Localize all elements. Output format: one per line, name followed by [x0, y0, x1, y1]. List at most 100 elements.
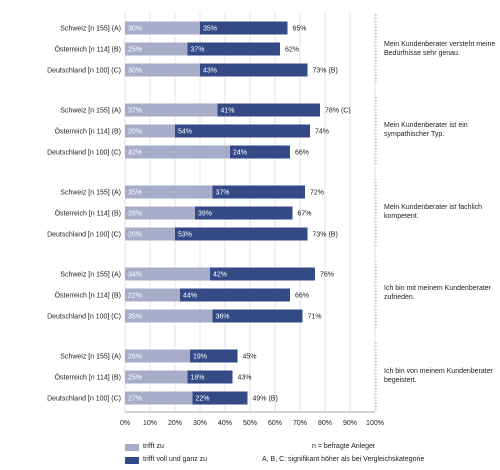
bar-value-trifft-voll: 37% — [191, 47, 205, 54]
bar-value-trifft-zu: 35% — [128, 190, 142, 197]
bar-segment-trifft-zu — [125, 21, 200, 35]
bar-segment-trifft-zu — [125, 103, 218, 117]
bar-value-trifft-zu: 22% — [128, 293, 142, 300]
bar-segment-trifft-zu — [125, 124, 175, 138]
bar-segment-trifft-voll — [200, 63, 308, 77]
x-tick-label: 40% — [218, 420, 232, 427]
bar-value-trifft-zu: 37% — [128, 108, 142, 115]
bar-total-label: 62% — [285, 47, 299, 54]
bar-value-trifft-voll: 36% — [216, 314, 230, 321]
x-tick-label: 60% — [268, 420, 282, 427]
bar-total-label: 74% — [315, 129, 329, 136]
bar-total-label: 45% — [243, 354, 257, 361]
row-label: Deutschland [n 100] (C) — [47, 150, 121, 157]
bar-segment-trifft-zu — [125, 227, 175, 241]
bar-segment-trifft-voll — [175, 227, 308, 241]
row-label: Schweiz [n 155] (A) — [60, 26, 121, 33]
bar-segment-trifft-voll — [187, 42, 280, 56]
bar-value-trifft-zu: 25% — [128, 47, 142, 54]
bar-value-trifft-voll: 37% — [216, 190, 230, 197]
bar-value-trifft-voll: 53% — [178, 232, 192, 239]
row-label: Deutschland [n 100] (C) — [47, 232, 121, 239]
bar-segment-trifft-zu — [125, 391, 193, 405]
row-label: Schweiz [n 155] (A) — [60, 272, 121, 279]
row-label: Österreich [n 114] (B) — [55, 46, 121, 54]
bar-segment-trifft-zu — [125, 349, 190, 363]
bar-segment-trifft-zu — [125, 370, 188, 384]
bar-segment-trifft-voll — [200, 21, 288, 35]
bar-value-trifft-zu: 35% — [128, 314, 142, 321]
row-label: Österreich [n 114] (B) — [55, 210, 121, 218]
bar-value-trifft-voll: 54% — [178, 129, 192, 136]
bar-value-trifft-zu: 30% — [128, 26, 142, 33]
statement-label: Ich bin mit meinem Kundenberater zufried… — [384, 285, 491, 301]
bar-segment-trifft-zu — [125, 42, 188, 56]
significance-note: A, B, C: signifikant höher als bei Vergl… — [262, 456, 425, 463]
bar-value-trifft-zu: 28% — [128, 211, 142, 218]
row-label: Schweiz [n 155] (A) — [60, 108, 121, 115]
row-label: Deutschland [n 100] (C) — [47, 68, 121, 75]
statement-label: Mein Kundenberater versteht meine Bedürf… — [384, 41, 496, 57]
x-tick-label: 30% — [193, 420, 207, 427]
x-tick-label: 10% — [143, 420, 157, 427]
bar-segment-trifft-zu — [125, 145, 230, 159]
x-tick-label: 90% — [343, 420, 357, 427]
statement-label: Mein Kundenberater ist fachlich kompeten… — [384, 204, 483, 220]
bar-total-label: 71% — [308, 314, 322, 321]
bar-value-trifft-voll: 18% — [191, 375, 205, 382]
statement-label: Ich bin von meinem Kundenberater begeist… — [384, 368, 493, 384]
row-label: Deutschland [n 100] (C) — [47, 314, 121, 321]
bar-total-label: 76% — [320, 272, 334, 279]
x-tick-label: 100% — [366, 420, 384, 427]
bar-segment-trifft-zu — [125, 288, 180, 302]
legend-label-trifft-voll: trifft voll und ganz zu — [143, 456, 208, 463]
bar-value-trifft-zu: 20% — [128, 232, 142, 239]
bar-value-trifft-zu: 20% — [128, 129, 142, 136]
legend-swatch-trifft-zu — [125, 444, 139, 451]
bar-total-label: 43% — [238, 375, 252, 382]
bar-segment-trifft-zu — [125, 267, 210, 281]
bar-segment-trifft-voll — [230, 145, 290, 159]
x-tick-label: 70% — [293, 420, 307, 427]
bar-total-label: 66% — [295, 293, 309, 300]
bar-value-trifft-voll: 42% — [213, 272, 227, 279]
bar-segment-trifft-voll — [190, 349, 238, 363]
bar-value-trifft-zu: 30% — [128, 68, 142, 75]
bar-segment-trifft-zu — [125, 63, 200, 77]
bar-total-label: 72% — [310, 190, 324, 197]
x-tick-label: 50% — [243, 420, 257, 427]
bar-segment-trifft-voll — [192, 391, 248, 405]
bar-value-trifft-voll: 39% — [198, 211, 212, 218]
x-tick-label: 20% — [168, 420, 182, 427]
row-label: Österreich [n 114] (B) — [55, 128, 121, 136]
bar-segment-trifft-voll — [187, 370, 233, 384]
bar-value-trifft-voll: 44% — [183, 293, 197, 300]
bar-value-trifft-voll: 43% — [203, 68, 217, 75]
bar-segment-trifft-voll — [175, 124, 310, 138]
bar-total-label: 67% — [298, 211, 312, 218]
bar-total-label: 65% — [293, 26, 307, 33]
bar-value-trifft-voll: 35% — [203, 26, 217, 33]
row-label: Österreich [n 114] (B) — [55, 374, 121, 382]
bar-segment-trifft-voll — [180, 288, 290, 302]
bar-segment-trifft-zu — [125, 309, 213, 323]
bar-segment-trifft-voll — [217, 103, 320, 117]
bar-value-trifft-voll: 22% — [196, 396, 210, 403]
n-note: n = befragte Anleger — [312, 443, 376, 450]
statement-label: Mein Kundenberater ist ein sympathischer… — [384, 122, 468, 138]
row-label: Schweiz [n 155] (A) — [60, 354, 121, 361]
bar-segment-trifft-voll — [212, 185, 305, 199]
bar-value-trifft-zu: 34% — [128, 272, 142, 279]
x-tick-label: 0% — [120, 420, 130, 427]
row-label: Schweiz [n 155] (A) — [60, 190, 121, 197]
legend-swatch-trifft-voll — [125, 457, 139, 464]
bar-value-trifft-zu: 25% — [128, 375, 142, 382]
bar-value-trifft-zu: 26% — [128, 354, 142, 361]
bar-total-label: 73% (B) — [313, 232, 338, 239]
bar-value-trifft-voll: 19% — [193, 354, 207, 361]
bar-total-label: 78% (C) — [325, 108, 351, 115]
row-label: Deutschland [n 100] (C) — [47, 396, 121, 403]
bar-total-label: 49% (B) — [253, 396, 278, 403]
bar-value-trifft-zu: 42% — [128, 150, 142, 157]
